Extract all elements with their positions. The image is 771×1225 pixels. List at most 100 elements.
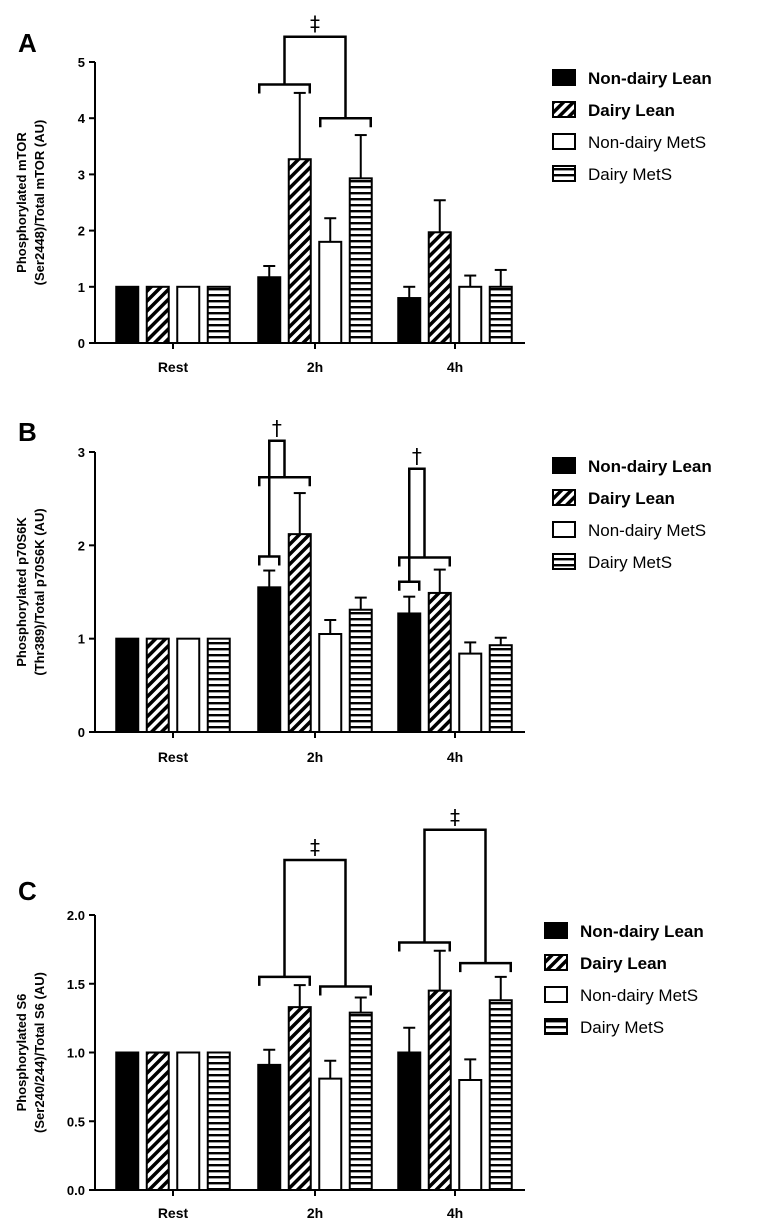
- y-tick-label: 1.5: [67, 977, 85, 992]
- significance-bracket: ‡: [258, 835, 372, 996]
- legend-swatch: [544, 1018, 568, 1035]
- bar-dairy-lean-2h: [287, 158, 312, 344]
- legend-label: Dairy MetS: [580, 1018, 664, 1037]
- bar-non-dairy-mets-rest: [176, 637, 201, 734]
- bracket-right: [319, 116, 372, 128]
- legend-label: Dairy Lean: [588, 101, 675, 120]
- legend-swatch: [552, 489, 576, 506]
- legend-swatch: [544, 954, 568, 971]
- legend-label: Non-dairy Lean: [588, 69, 712, 88]
- panel-C: C Phosphorylated S6 (Ser240/244)/Total S6 …: [14, 805, 704, 1221]
- bar-non-dairy-mets-rest: [176, 1051, 201, 1191]
- significance-bracket: ‡: [258, 12, 372, 128]
- panel-letter: B: [18, 417, 37, 447]
- bar-dairy-mets-4h: [488, 285, 513, 344]
- bar-dairy-lean-2h: [287, 533, 312, 734]
- bar-non-dairy-lean-rest: [115, 285, 140, 344]
- bracket-left: [258, 555, 281, 566]
- panel-letter: C: [18, 876, 37, 906]
- x-tick-label: Rest: [158, 1205, 189, 1221]
- legend-label: Non-dairy Lean: [580, 922, 704, 941]
- bar-non-dairy-mets-rest: [176, 285, 201, 344]
- bar-dairy-lean-2h: [287, 1006, 312, 1191]
- y-axis-label: (Thr389)/Total p70S6K (AU): [32, 508, 47, 675]
- y-tick-label: 0: [78, 725, 85, 740]
- panel-A: A Phosphorylated mTOR (Ser2448)/Total mTOR…: [14, 12, 712, 375]
- legend-label: Dairy MetS: [588, 165, 672, 184]
- significance-bracket: ‡: [398, 805, 512, 973]
- y-tick-label: 2: [78, 224, 85, 239]
- bar-non-dairy-mets-2h: [318, 1077, 343, 1191]
- bar-dairy-mets-rest: [206, 637, 231, 734]
- y-tick-label: 4: [78, 111, 86, 126]
- legend-swatch: [552, 165, 576, 182]
- legend-swatch: [552, 553, 576, 570]
- legend-swatch: [544, 986, 568, 1003]
- y-tick-label: 2: [78, 538, 85, 553]
- legend-label: Non-dairy MetS: [580, 986, 698, 1005]
- legend: Non-dairy Lean Dairy Lean Non-dairy MetS Da…: [552, 69, 712, 184]
- x-tick-label: Rest: [158, 749, 189, 765]
- legend-label: Dairy MetS: [588, 553, 672, 572]
- y-tick-label: 0.5: [67, 1114, 85, 1129]
- bracket-left: [398, 580, 421, 591]
- y-axis-label: Phosphorylated p70S6K: [14, 517, 29, 667]
- legend-swatch: [544, 922, 568, 939]
- bar-dairy-lean-4h: [427, 231, 452, 344]
- bracket-connector: [408, 467, 426, 582]
- legend-swatch: [552, 521, 576, 538]
- x-tick-label: 4h: [447, 359, 463, 375]
- bar-dairy-mets-rest: [206, 285, 231, 344]
- bar-non-dairy-mets-4h: [458, 652, 483, 733]
- bar-non-dairy-lean-4h: [397, 1051, 422, 1191]
- bar-non-dairy-mets-4h: [458, 1079, 483, 1191]
- bracket-right: [459, 961, 512, 973]
- bar-dairy-lean-rest: [145, 637, 170, 734]
- significance-symbol: ‡: [310, 12, 320, 36]
- x-tick-label: 2h: [307, 749, 323, 765]
- x-tick-label: 4h: [447, 749, 463, 765]
- x-tick-label: 4h: [447, 1205, 463, 1221]
- bar-dairy-lean-4h: [427, 591, 452, 734]
- y-tick-label: 1: [78, 632, 85, 647]
- bar-dairy-mets-4h: [488, 999, 513, 1191]
- bar-dairy-mets-rest: [206, 1051, 231, 1191]
- legend-swatch: [552, 133, 576, 150]
- y-tick-label: 0.0: [67, 1183, 85, 1198]
- y-axis-label: (Ser240/244)/Total S6 (AU): [32, 972, 47, 1133]
- y-axis-label: Phosphorylated mTOR: [14, 132, 29, 273]
- significance-bracket: †: [258, 416, 311, 566]
- y-tick-label: 2.0: [67, 908, 85, 923]
- bar-dairy-mets-4h: [488, 644, 513, 734]
- bar-non-dairy-lean-2h: [257, 276, 282, 344]
- bracket-connector: [268, 439, 286, 557]
- bracket-connector: [283, 858, 347, 987]
- bracket-right: [258, 475, 311, 487]
- legend-swatch: [552, 69, 576, 86]
- x-tick-label: 2h: [307, 359, 323, 375]
- panel-B: B Phosphorylated p70S6K (Thr389)/Total p70…: [14, 416, 712, 765]
- x-tick-label: Rest: [158, 359, 189, 375]
- y-axis-label: (Ser2448)/Total mTOR (AU): [32, 120, 47, 286]
- bar-non-dairy-lean-2h: [257, 1063, 282, 1191]
- y-tick-label: 3: [78, 167, 85, 182]
- legend-swatch: [552, 457, 576, 474]
- bar-dairy-mets-2h: [348, 1011, 373, 1191]
- legend-label: Non-dairy MetS: [588, 521, 706, 540]
- bar-non-dairy-lean-4h: [397, 297, 422, 345]
- y-tick-label: 3: [78, 445, 85, 460]
- y-axis-label: Phosphorylated S6: [14, 994, 29, 1112]
- bar-dairy-lean-rest: [145, 285, 170, 344]
- bracket-connector: [423, 828, 487, 964]
- bracket-right: [398, 556, 451, 567]
- legend-label: Dairy Lean: [588, 489, 675, 508]
- bar-non-dairy-lean-rest: [115, 1051, 140, 1191]
- bar-non-dairy-lean-rest: [115, 637, 140, 734]
- legend: Non-dairy Lean Dairy Lean Non-dairy MetS Da…: [544, 922, 704, 1037]
- bar-dairy-mets-2h: [348, 608, 373, 734]
- x-tick-label: 2h: [307, 1205, 323, 1221]
- y-tick-label: 1: [78, 280, 85, 295]
- y-tick-label: 5: [78, 55, 85, 70]
- legend-swatch: [552, 101, 576, 118]
